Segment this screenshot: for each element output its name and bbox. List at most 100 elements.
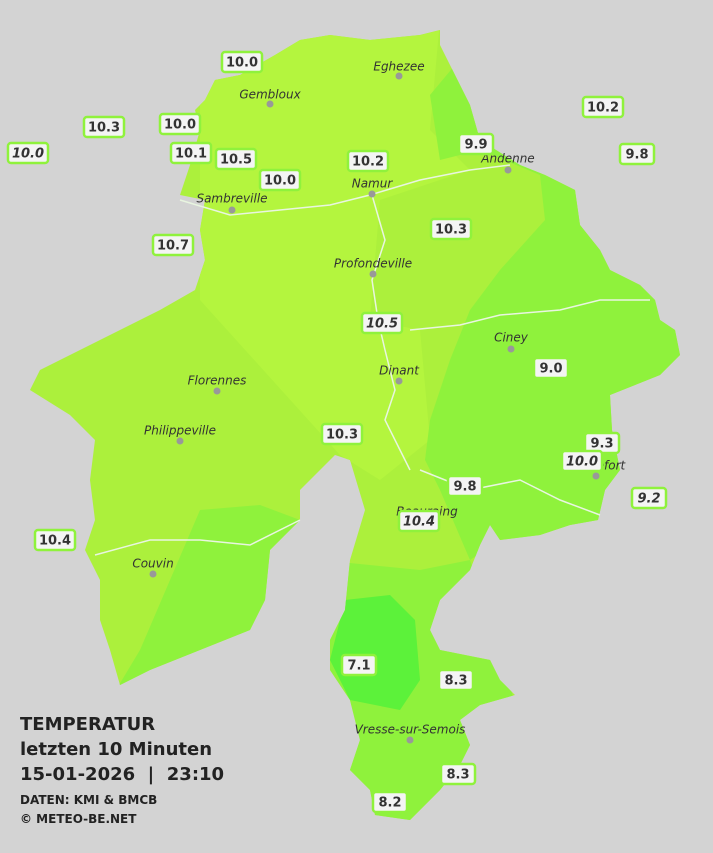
station-value: 10.3 xyxy=(88,121,120,136)
station-box xyxy=(33,528,77,552)
station-box xyxy=(6,141,50,165)
title: TEMPERATUR xyxy=(20,714,155,735)
station: 8.2 xyxy=(371,790,409,814)
station: 8.3 xyxy=(439,762,477,786)
station: 10.2 xyxy=(581,95,625,119)
station: 9.2 xyxy=(630,486,668,510)
station-value: 10.2 xyxy=(352,155,384,170)
place-label: Gembloux xyxy=(239,88,301,102)
station-value: 9.9 xyxy=(464,138,487,153)
station: 9.0 xyxy=(532,356,570,380)
station-box xyxy=(82,115,126,139)
station: 10.7 xyxy=(151,233,195,257)
station-box xyxy=(446,474,484,498)
station: 10.0 xyxy=(560,449,604,473)
river xyxy=(371,194,411,471)
station: 9.3 xyxy=(583,431,621,455)
place-dot xyxy=(213,387,221,395)
station-value: 9.8 xyxy=(625,148,648,163)
station-box xyxy=(340,653,378,677)
place-label: Eghezee xyxy=(373,60,424,74)
station: 10.5 xyxy=(214,147,258,171)
station: 10.3 xyxy=(320,422,364,446)
station-value: 10.5 xyxy=(366,317,398,332)
station: 9.8 xyxy=(446,474,484,498)
station: 7.1 xyxy=(340,653,378,677)
station: 9.9 xyxy=(457,132,495,156)
place-label: Florennes xyxy=(188,374,247,388)
station-value: 9.0 xyxy=(539,362,562,377)
place-dot xyxy=(369,270,377,278)
station-value: 10.7 xyxy=(157,239,189,254)
station-value: 10.0 xyxy=(566,455,598,470)
station: 8.3 xyxy=(437,668,475,692)
station: 10.0 xyxy=(220,50,264,74)
place-label: Ciney xyxy=(494,331,529,345)
station-box xyxy=(429,217,473,241)
station-value: 10.0 xyxy=(12,147,44,162)
station-box xyxy=(397,509,441,533)
place-label: Sambreville xyxy=(196,192,267,206)
station-box xyxy=(581,95,625,119)
station: 10.0 xyxy=(158,112,202,136)
station-value: 9.3 xyxy=(590,437,613,452)
station-value: 8.3 xyxy=(444,674,467,689)
station: 10.0 xyxy=(258,168,302,192)
place-label: Dinant xyxy=(379,364,420,378)
place-label: Andenne xyxy=(480,152,534,166)
place-label: Vresse-sur-Semois xyxy=(355,723,466,737)
station-value: 10.5 xyxy=(220,153,252,168)
station: 10.1 xyxy=(169,141,213,165)
zone xyxy=(200,30,470,480)
station: 10.4 xyxy=(397,509,441,533)
river xyxy=(94,519,301,556)
station-value: 10.3 xyxy=(326,428,358,443)
station-value: 10.0 xyxy=(264,174,296,189)
place-dot xyxy=(395,72,403,80)
place-dot xyxy=(368,190,376,198)
station-box xyxy=(618,142,656,166)
river xyxy=(409,299,650,331)
station-box xyxy=(371,790,409,814)
station-value: 10.4 xyxy=(39,534,71,549)
place-label: Philippeville xyxy=(144,424,216,438)
station-value: 7.1 xyxy=(347,659,370,674)
zone xyxy=(330,595,420,710)
place-dot xyxy=(507,345,515,353)
station-box xyxy=(151,233,195,257)
station-box xyxy=(158,112,202,136)
copyright: © METEO-BE.NET xyxy=(20,812,137,826)
river xyxy=(179,164,511,216)
station-value: 10.2 xyxy=(587,101,619,116)
station-box xyxy=(346,149,390,173)
station-box xyxy=(169,141,213,165)
place-label: Profondeville xyxy=(334,257,412,271)
station-box xyxy=(457,132,495,156)
station-box xyxy=(532,356,570,380)
place-dot xyxy=(228,206,236,214)
place-dot xyxy=(406,736,414,744)
station: 10.3 xyxy=(82,115,126,139)
place-label: Namur xyxy=(352,177,394,191)
place-dot xyxy=(395,377,403,385)
place-dot xyxy=(504,166,512,174)
station-box xyxy=(560,449,604,473)
station-box xyxy=(439,762,477,786)
station-value: 9.2 xyxy=(637,492,660,507)
zone xyxy=(300,560,560,820)
place-dot xyxy=(176,437,184,445)
station-value: 10.4 xyxy=(403,515,435,530)
station-box xyxy=(360,311,404,335)
station-value: 8.2 xyxy=(378,796,401,811)
place-dot xyxy=(592,472,600,480)
station: 10.3 xyxy=(429,217,473,241)
place-dot xyxy=(149,570,157,578)
place-dot xyxy=(266,100,274,108)
station: 9.8 xyxy=(618,142,656,166)
station: 10.5 xyxy=(360,311,404,335)
station: 10.0 xyxy=(6,141,50,165)
station-value: 10.0 xyxy=(226,56,258,71)
station-value: 10.0 xyxy=(164,118,196,133)
timestamp: 15-01-2026 | 23:10 xyxy=(20,764,224,785)
